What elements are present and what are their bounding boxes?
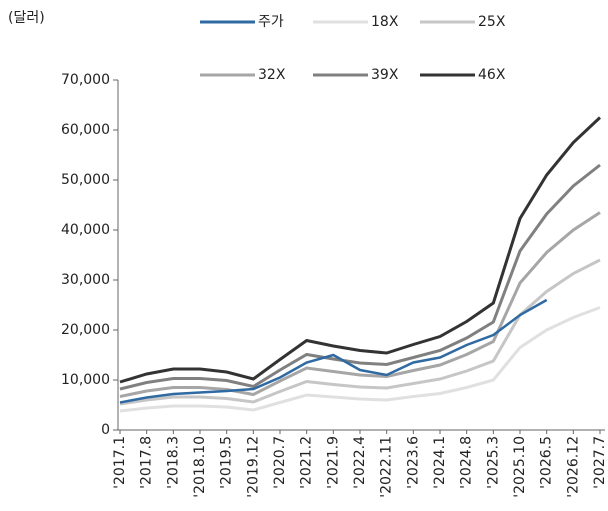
x-tick-label: '2017.8 [139,436,155,489]
y-axis-label: (달러) [8,10,45,26]
series-line [119,298,548,404]
x-tick-label: '2018.3 [165,436,181,489]
x-tick-label: '2025.3 [485,436,501,489]
series-line [119,163,601,391]
y-tick-label: 20,000 [61,322,110,338]
y-tick-label: 50,000 [61,172,110,188]
x-tick-label: '2017.1 [112,436,128,489]
x-tick-label: '2024.8 [459,436,475,489]
x-tick-label: '2023.6 [405,436,421,489]
x-tick-label: '2021.2 [299,436,315,489]
x-tick-label: '2025.10 [512,436,528,498]
y-tick-label: 0 [101,422,110,438]
y-tick-label: 70,000 [61,72,110,88]
legend-label: 25X [478,14,506,30]
legend-label: 18X [371,14,399,30]
x-tick-label: '2019.5 [219,436,235,489]
x-tick-label: '2022.4 [352,436,368,489]
legend-label: 32X [258,67,286,83]
x-tick-label: '2027.7 [592,436,608,489]
legend-label: 주가 [258,14,284,30]
x-tick-label: '2026.12 [565,436,581,498]
x-tick-label: '2020.7 [272,436,288,489]
x-tick-label: '2024.1 [432,436,448,489]
x-tick-label: '2026.5 [539,436,555,489]
x-tick-label: '2022.11 [379,436,395,498]
series-line [119,116,602,384]
x-tick-label: '2018.10 [192,436,208,498]
series-line [119,306,601,413]
y-tick-label: 30,000 [61,272,110,288]
series-line [119,211,601,398]
y-tick-label: 60,000 [61,122,110,138]
y-tick-label: 10,000 [61,372,110,388]
legend-label: 39X [371,67,399,83]
x-tick-label: '2019.12 [245,436,261,498]
series-line [119,258,601,406]
x-tick-label: '2021.9 [325,436,341,489]
y-tick-label: 40,000 [61,222,110,238]
legend-label: 46X [478,67,506,83]
